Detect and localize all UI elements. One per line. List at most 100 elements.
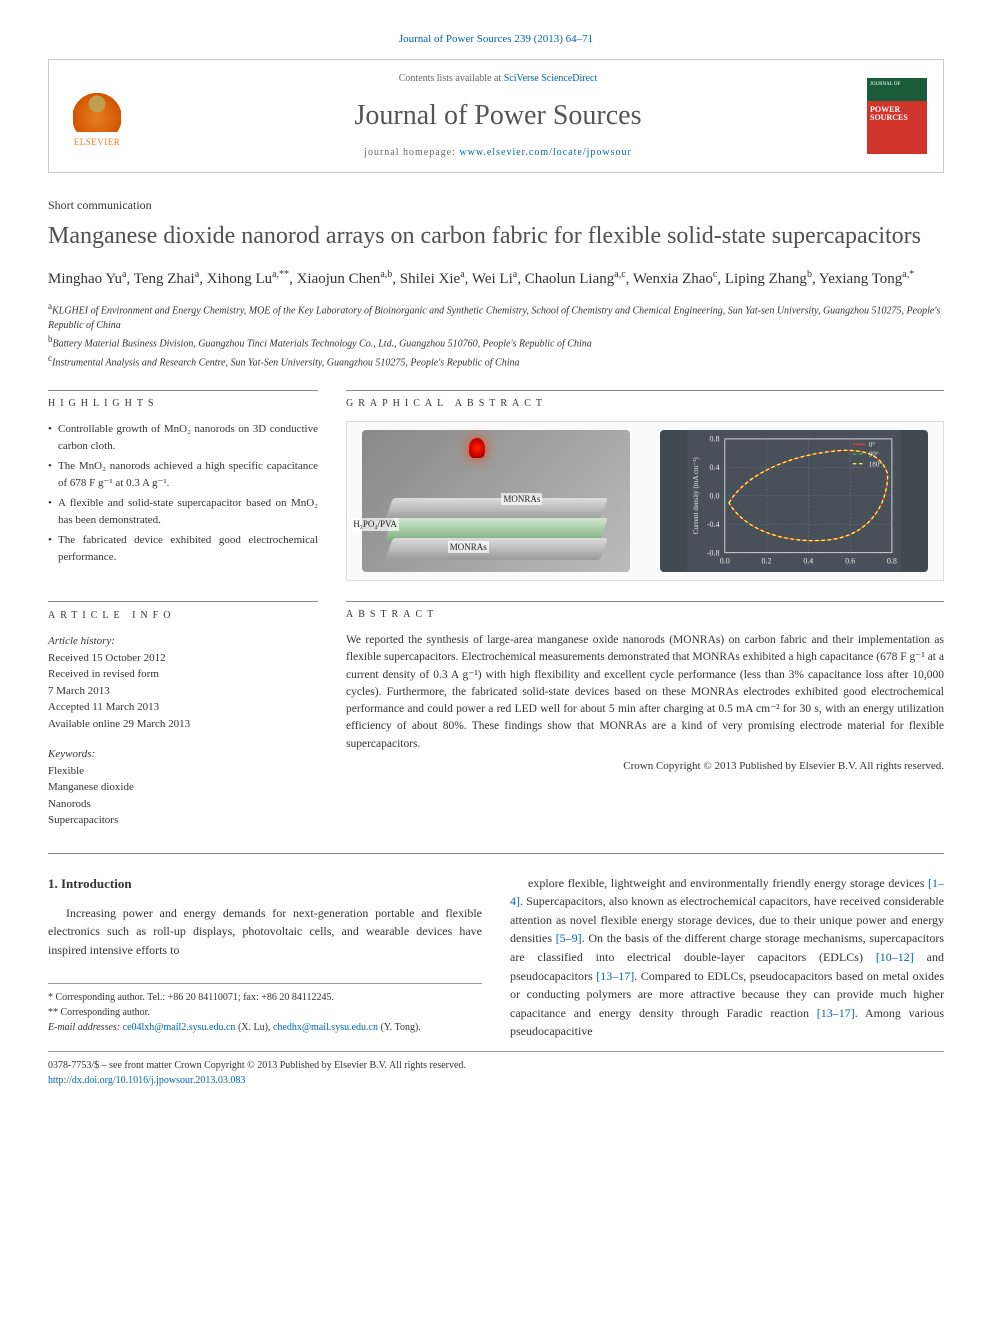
highlights-graphical-row: HIGHLIGHTS Controllable growth of MnO₂ n… xyxy=(48,390,944,581)
authors-list: Minghao Yua, Teng Zhaia, Xihong Lua,**, … xyxy=(48,267,944,291)
email-who-2: (Y. Tong). xyxy=(378,1022,421,1033)
svg-text:0.6: 0.6 xyxy=(845,556,855,565)
cv-chart-svg: 0.0 0.2 0.4 0.6 0.8 -0.8 -0.4 0.0 0.4 0.8 Current … xyxy=(660,430,928,572)
intro-para-2: explore flexible, lightweight and enviro… xyxy=(510,874,944,1041)
svg-text:0.4: 0.4 xyxy=(709,463,719,472)
ga-label-electrolyte: H₃PO₄/PVA xyxy=(351,518,399,531)
graphical-heading: GRAPHICAL ABSTRACT xyxy=(346,390,944,411)
homepage-line: journal homepage: www.elsevier.com/locat… xyxy=(145,146,851,160)
history-line: Available online 29 March 2013 xyxy=(48,716,318,733)
email-who-1: (X. Lu), xyxy=(235,1022,273,1033)
highlights-heading: HIGHLIGHTS xyxy=(48,390,318,411)
svg-text:0.0: 0.0 xyxy=(720,556,730,565)
svg-text:0.2: 0.2 xyxy=(761,556,771,565)
highlights-list: Controllable growth of MnO₂ nanorods on … xyxy=(48,421,318,565)
body-columns: 1. Introduction Increasing power and ene… xyxy=(48,853,944,1041)
history-line: 7 March 2013 xyxy=(48,683,318,700)
history-line: Received in revised form xyxy=(48,666,318,683)
article-info-block: ARTICLE INFO Article history: Received 1… xyxy=(48,601,318,829)
highlights-block: HIGHLIGHTS Controllable growth of MnO₂ n… xyxy=(48,390,318,581)
ga-layer-mid xyxy=(385,518,608,540)
keyword-item: Supercapacitors xyxy=(48,812,318,829)
ga-layer-bot xyxy=(385,538,608,560)
svg-text:0°: 0° xyxy=(869,441,876,449)
svg-text:0.4: 0.4 xyxy=(803,556,813,565)
svg-text:Current density (mA cm⁻²): Current density (mA cm⁻²) xyxy=(692,457,700,535)
highlight-item: The MnO₂ nanorods achieved a high specif… xyxy=(48,458,318,491)
abstract-heading: ABSTRACT xyxy=(346,601,944,622)
highlight-item: Controllable growth of MnO₂ nanorods on … xyxy=(48,421,318,454)
journal-header: ELSEVIER Contents lists available at Sci… xyxy=(48,59,944,172)
keyword-item: Flexible xyxy=(48,763,318,780)
svg-text:90°: 90° xyxy=(869,451,879,459)
ga-device-schematic: MONRAs H₃PO₄/PVA MONRAs xyxy=(362,430,630,572)
ga-cv-chart: 0.0 0.2 0.4 0.6 0.8 -0.8 -0.4 0.0 0.4 0.8 Current … xyxy=(660,430,928,572)
cover-title: POWER SOURCES xyxy=(870,106,924,122)
ref-link[interactable]: [5–9] xyxy=(556,931,582,945)
history-lines: Received 15 October 2012Received in revi… xyxy=(48,650,318,733)
corr-author-2: ** Corresponding author. xyxy=(48,1005,482,1020)
abstract-block: ABSTRACT We reported the synthesis of la… xyxy=(346,601,944,829)
email-link-1[interactable]: ce04lxh@mail2.sysu.edu.cn xyxy=(123,1022,236,1033)
ref-link[interactable]: [13–17] xyxy=(596,969,634,983)
emails-line: E-mail addresses: ce04lxh@mail2.sysu.edu… xyxy=(48,1020,482,1035)
svg-text:0.0: 0.0 xyxy=(709,491,719,500)
top-citation: Journal of Power Sources 239 (2013) 64–7… xyxy=(48,32,944,47)
graphical-abstract-block: GRAPHICAL ABSTRACT MONRAs H₃PO₄/PVA MONR… xyxy=(346,390,944,581)
bottom-metadata: 0378-7753/$ – see front matter Crown Cop… xyxy=(48,1051,944,1088)
graphical-abstract-figure: MONRAs H₃PO₄/PVA MONRAs 0.0 0.2 0.4 0.6 0.8 -… xyxy=(346,421,944,581)
abstract-copyright: Crown Copyright © 2013 Published by Else… xyxy=(346,759,944,774)
header-center: Contents lists available at SciVerse Sci… xyxy=(145,72,851,159)
elsevier-tree-icon xyxy=(73,84,121,132)
svg-text:-0.8: -0.8 xyxy=(707,548,720,557)
svg-text:-0.4: -0.4 xyxy=(707,520,720,529)
contents-prefix: Contents lists available at xyxy=(399,73,504,84)
ref-link[interactable]: [1–4] xyxy=(510,876,944,909)
svg-text:0.8: 0.8 xyxy=(709,435,719,444)
article-title: Manganese dioxide nanorod arrays on carb… xyxy=(48,221,944,252)
svg-text:180°: 180° xyxy=(869,460,883,468)
ref-link[interactable]: [10–12] xyxy=(876,950,914,964)
ga-label-monras-top: MONRAs xyxy=(501,493,542,506)
section-name: Introduction xyxy=(61,876,132,891)
sciencedirect-link[interactable]: SciVerse ScienceDirect xyxy=(504,73,598,84)
info-abstract-row: ARTICLE INFO Article history: Received 1… xyxy=(48,601,944,829)
highlight-item: The fabricated device exhibited good ele… xyxy=(48,532,318,565)
elsevier-label: ELSEVIER xyxy=(74,136,121,149)
keywords-label: Keywords: xyxy=(48,746,318,763)
body-col-left: 1. Introduction Increasing power and ene… xyxy=(48,874,482,1041)
affiliations: aKLGHEI of Environment and Energy Chemis… xyxy=(48,300,944,370)
svg-text:0.8: 0.8 xyxy=(887,556,897,565)
emails-label: E-mail addresses: xyxy=(48,1022,123,1033)
ga-label-monras-bot: MONRAs xyxy=(448,541,489,554)
intro-para-1: Increasing power and energy demands for … xyxy=(48,904,482,960)
section-number: 1. xyxy=(48,876,58,891)
led-icon xyxy=(469,438,485,458)
section-1-title: 1. Introduction xyxy=(48,874,482,894)
homepage-prefix: journal homepage: xyxy=(364,147,459,158)
ga-layer-top xyxy=(385,498,608,520)
highlight-item: A flexible and solid-state supercapacito… xyxy=(48,495,318,528)
article-type: Short communication xyxy=(48,197,944,214)
history-label: Article history: xyxy=(48,633,318,650)
corr-author-1: * Corresponding author. Tel.: +86 20 841… xyxy=(48,990,482,1005)
journal-name: Journal of Power Sources xyxy=(145,96,851,135)
email-link-2[interactable]: chedhx@mail.sysu.edu.cn xyxy=(273,1022,378,1033)
doi-link[interactable]: http://dx.doi.org/10.1016/j.jpowsour.201… xyxy=(48,1075,245,1086)
history-line: Accepted 11 March 2013 xyxy=(48,699,318,716)
homepage-link[interactable]: www.elsevier.com/locate/jpowsour xyxy=(459,147,631,158)
journal-cover-thumbnail: JOURNAL OF POWER SOURCES xyxy=(867,78,927,154)
abstract-text: We reported the synthesis of large-area … xyxy=(346,632,944,753)
cover-small-text: JOURNAL OF xyxy=(870,81,924,88)
body-col-right: explore flexible, lightweight and enviro… xyxy=(510,874,944,1041)
keywords-list: FlexibleManganese dioxideNanorodsSuperca… xyxy=(48,763,318,829)
keyword-item: Nanorods xyxy=(48,796,318,813)
issn-line: 0378-7753/$ – see front matter Crown Cop… xyxy=(48,1058,944,1073)
corresponding-footnotes: * Corresponding author. Tel.: +86 20 841… xyxy=(48,983,482,1035)
history-line: Received 15 October 2012 xyxy=(48,650,318,667)
article-info-heading: ARTICLE INFO xyxy=(48,601,318,623)
keyword-item: Manganese dioxide xyxy=(48,779,318,796)
elsevier-logo: ELSEVIER xyxy=(65,80,129,152)
contents-line: Contents lists available at SciVerse Sci… xyxy=(145,72,851,86)
ref-link[interactable]: [13–17] xyxy=(817,1006,855,1020)
